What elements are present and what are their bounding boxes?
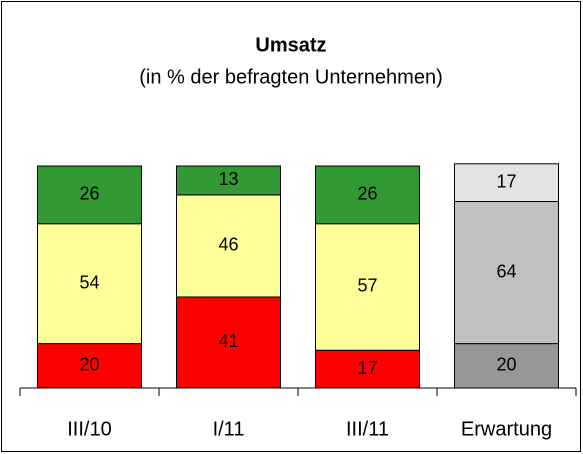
bar-segment xyxy=(176,194,281,298)
x-tick-label: Erwartung xyxy=(461,418,552,440)
bar-segment xyxy=(315,165,420,225)
data-label: 17 xyxy=(496,171,516,191)
x-tick-label: I/11 xyxy=(213,418,245,440)
data-label: 46 xyxy=(218,235,238,255)
data-label: 13 xyxy=(218,169,238,189)
data-label: 17 xyxy=(357,358,377,378)
chart-subtitle: (in % der befragten Unternehmen) xyxy=(139,66,443,88)
data-label: 57 xyxy=(357,276,377,296)
bar-segment xyxy=(37,343,142,389)
bar-segment xyxy=(454,343,559,389)
x-tick-label: III/10 xyxy=(67,418,111,440)
bar-segment xyxy=(454,201,559,345)
chart-title: Umsatz xyxy=(255,34,326,56)
x-tick-label: III/11 xyxy=(346,418,389,440)
data-label: 54 xyxy=(79,272,99,292)
bar-segment xyxy=(454,163,559,203)
data-label: 64 xyxy=(496,261,516,281)
bar-segment xyxy=(176,165,281,196)
bar-segment xyxy=(315,223,420,351)
bar-segment xyxy=(37,165,142,225)
bar-segment xyxy=(176,296,281,389)
bar-segment xyxy=(315,349,420,389)
data-label: 26 xyxy=(357,184,377,204)
data-label: 20 xyxy=(79,355,99,375)
data-label: 26 xyxy=(79,184,99,204)
data-label: 20 xyxy=(496,355,516,375)
data-label: 41 xyxy=(218,331,238,351)
